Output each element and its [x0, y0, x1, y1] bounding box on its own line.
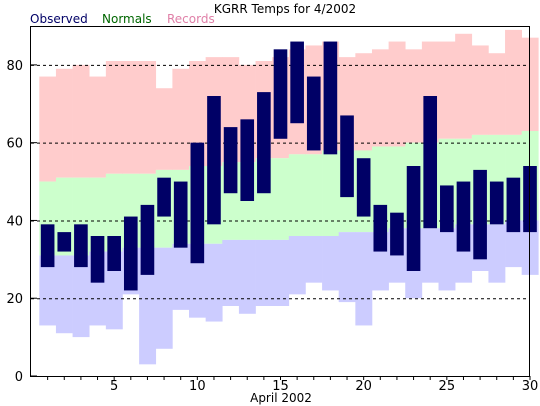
record-low-band-day-24 — [421, 228, 439, 283]
record-high-band-day-27 — [471, 45, 489, 135]
y-tick-label-0: 0 — [15, 370, 23, 385]
observed-bar-day-2 — [57, 232, 72, 252]
observed-bar-day-19 — [340, 115, 354, 198]
record-low-band-day-14 — [255, 239, 273, 306]
record-high-band-day-20 — [355, 53, 373, 151]
normal-band-day-16 — [288, 154, 306, 236]
record-high-band-day-1 — [39, 76, 57, 182]
observed-bar-day-5 — [107, 236, 121, 271]
record-low-band-day-3 — [72, 255, 90, 338]
record-high-band-day-26 — [455, 33, 473, 139]
record-high-band-day-6 — [122, 61, 140, 174]
observed-bar-day-17 — [306, 76, 321, 151]
observed-bar-day-26 — [456, 181, 471, 252]
observed-bar-day-18 — [323, 41, 338, 155]
observed-bar-day-16 — [290, 41, 304, 124]
observed-bar-day-8 — [157, 177, 171, 217]
record-high-band-day-10 — [189, 61, 206, 166]
record-low-band-day-1 — [39, 255, 57, 326]
record-high-band-day-8 — [155, 88, 173, 170]
y-axis: 0 20 40 60 80 — [6, 59, 37, 385]
observed-bar-day-29 — [506, 177, 521, 233]
observed-bars — [40, 41, 537, 291]
record-low-band-day-17 — [305, 236, 323, 283]
record-low-band-day-13 — [238, 239, 256, 314]
normal-band-day-15 — [272, 158, 290, 240]
y-tick-label-40: 40 — [6, 214, 23, 229]
record-high-band-day-29 — [505, 29, 522, 135]
x-axis-label: April 2002 — [250, 391, 312, 405]
observed-bar-day-12 — [223, 127, 238, 194]
record-low-band-day-30 — [521, 220, 539, 275]
observed-bar-day-25 — [440, 185, 454, 233]
record-low-band-day-20 — [355, 232, 373, 326]
x-tick-label-5: 5 — [110, 379, 118, 394]
record-high-band-day-2 — [55, 68, 73, 178]
observed-bar-day-10 — [190, 142, 205, 264]
observed-bar-day-24 — [423, 96, 438, 229]
observed-bar-day-28 — [489, 181, 504, 225]
y-tick-label-80: 80 — [6, 59, 23, 74]
chart-title: KGRR Temps for 4/2002 — [214, 2, 356, 16]
observed-bar-day-23 — [406, 166, 421, 271]
record-high-band-day-5 — [105, 61, 123, 174]
record-high-band-day-22 — [388, 41, 406, 147]
x-axis: 5 10 15 20 25 30 — [47, 376, 539, 394]
observed-bar-day-9 — [173, 181, 188, 248]
y-tick-label-20: 20 — [6, 292, 23, 307]
record-high-band-day-9 — [172, 68, 190, 170]
observed-bar-day-27 — [473, 169, 487, 260]
observed-bar-day-14 — [257, 92, 271, 194]
record-low-band-day-12 — [222, 239, 240, 306]
observed-bar-day-21 — [373, 204, 388, 252]
x-tick-label-10: 10 — [189, 379, 206, 394]
record-low-band-day-28 — [488, 224, 506, 283]
x-tick-label-25: 25 — [439, 379, 456, 394]
record-low-band-day-18 — [322, 236, 340, 291]
observed-bar-day-6 — [123, 216, 138, 291]
record-high-band-day-30 — [521, 37, 539, 131]
record-low-band-day-2 — [55, 255, 73, 334]
observed-bar-day-15 — [273, 49, 288, 139]
record-low-band-day-15 — [272, 239, 290, 306]
observed-bar-day-4 — [90, 236, 105, 283]
chart-legend: Observed Normals Records — [30, 12, 215, 26]
record-low-band-day-11 — [205, 243, 223, 322]
record-low-band-day-7 — [139, 247, 157, 365]
normal-band-day-4 — [89, 177, 107, 252]
observed-bar-day-20 — [356, 158, 371, 217]
legend-records: Records — [167, 12, 215, 26]
record-high-band-day-28 — [488, 53, 506, 135]
record-high-band-day-21 — [371, 49, 389, 147]
observed-bar-day-1 — [40, 224, 55, 268]
record-high-band-day-3 — [72, 64, 90, 178]
observed-bar-day-11 — [207, 96, 221, 225]
record-high-band-day-25 — [438, 41, 456, 139]
observed-bar-day-22 — [390, 212, 404, 256]
normal-band-day-22 — [388, 146, 406, 229]
x-tick-label-15: 15 — [272, 379, 289, 394]
record-low-band-day-25 — [438, 228, 456, 291]
record-high-band-day-23 — [405, 49, 423, 143]
normal-band-day-18 — [322, 150, 340, 236]
observed-bar-day-7 — [140, 204, 155, 275]
legend-observed: Observed — [30, 12, 88, 26]
record-low-band-day-19 — [338, 232, 356, 303]
y-tick-label-60: 60 — [6, 137, 23, 152]
legend-normals: Normals — [102, 12, 152, 26]
observed-bar-day-13 — [240, 119, 255, 201]
record-low-band-day-9 — [172, 243, 190, 310]
record-high-band-day-7 — [139, 61, 157, 174]
x-tick-label-30: 30 — [522, 379, 539, 394]
x-tick-label-20: 20 — [355, 379, 372, 394]
normal-band-day-5 — [105, 173, 123, 252]
record-high-band-day-4 — [89, 76, 107, 178]
normal-band-day-17 — [305, 154, 323, 236]
observed-bar-day-3 — [74, 224, 88, 268]
record-low-band-day-16 — [288, 236, 306, 295]
